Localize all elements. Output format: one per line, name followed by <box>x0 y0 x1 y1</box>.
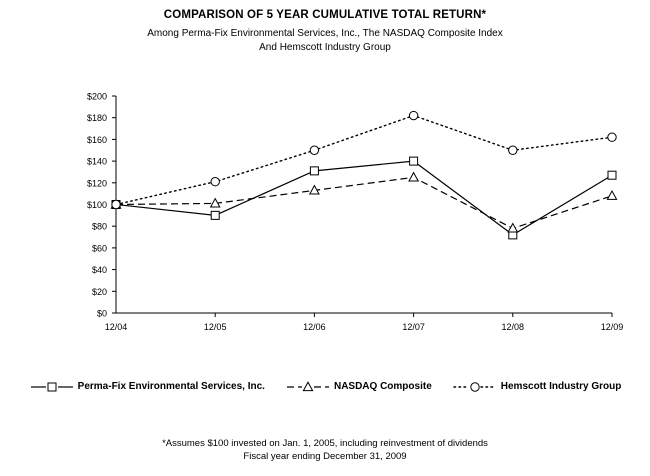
y-axis-tick-label: $0 <box>97 309 107 319</box>
chart-subtitle-line-2: And Hemscott Industry Group <box>259 42 391 53</box>
triangle-marker <box>606 189 618 200</box>
series-line <box>115 160 613 236</box>
y-axis-tick-label: $80 <box>92 222 107 232</box>
x-axis-tick-label: 12/08 <box>502 322 525 332</box>
square-legend-icon <box>29 380 75 394</box>
legend-item[interactable]: NASDAQ Composite <box>285 380 432 394</box>
triangle-legend-icon <box>285 380 331 394</box>
square-marker <box>409 156 419 166</box>
triangle-marker <box>308 184 320 195</box>
circle-marker <box>111 199 121 210</box>
chart-subtitle-line-1: Among Perma-Fix Environmental Services, … <box>147 28 503 39</box>
x-axis-tick-label: 12/06 <box>303 322 326 332</box>
y-axis-tick-label: $100 <box>87 200 107 210</box>
series-line <box>115 176 613 230</box>
line-chart-svg: $0 $20 $40 $60 $80 $100 $120 $140 $160 $180 $200 1… <box>87 92 624 333</box>
legend-item-label: Hemscott Industry Group <box>500 381 622 392</box>
triangle-marker <box>408 171 420 182</box>
square-marker <box>309 166 319 176</box>
x-axis-tick-label: 12/09 <box>601 322 624 332</box>
circle-marker <box>607 132 617 142</box>
footnote-line-2: Fiscal year ending December 31, 2009 <box>243 451 407 462</box>
y-axis-tick-label: $180 <box>87 113 107 123</box>
x-axis-tick-label: 12/05 <box>204 322 227 332</box>
legend-item-label: NASDAQ Composite <box>333 381 432 392</box>
y-axis-tick-label: $40 <box>92 265 107 275</box>
circle-marker <box>508 145 518 155</box>
legend-item[interactable]: Hemscott Industry Group <box>452 380 622 394</box>
y-axis-tick-label: $200 <box>87 92 107 102</box>
y-axis: $0 $20 $40 $60 $80 $100 $120 $140 $160 $180 $200 <box>87 92 117 319</box>
legend-item[interactable]: Perma-Fix Environmental Services, Inc. <box>29 380 265 394</box>
square-marker <box>210 210 220 220</box>
chart-title: COMPARISON OF 5 YEAR CUMULATIVE TOTAL RE… <box>163 9 487 21</box>
chart-footnote: *Assumes $100 invested on Jan. 1, 2005, … <box>0 437 650 463</box>
y-axis-tick-label: $60 <box>92 243 107 253</box>
circle-marker <box>309 145 320 155</box>
circle-legend-icon <box>452 380 498 394</box>
x-axis-tick-label: 12/04 <box>105 322 128 332</box>
square-marker <box>607 170 617 180</box>
chart-plot-area: $0 $20 $40 $60 $80 $100 $120 $140 $160 $180 $200 1… <box>87 92 624 333</box>
circle-marker <box>408 110 419 121</box>
series-circle <box>111 110 617 210</box>
y-axis-tick-label: $140 <box>87 157 107 167</box>
x-axis-tick-label: 12/07 <box>402 322 425 332</box>
chart-legend: Perma-Fix Environmental Services, Inc. NA… <box>0 374 650 400</box>
y-axis-tick-label: $20 <box>92 287 107 297</box>
y-axis-tick-label: $120 <box>87 178 107 188</box>
circle-marker <box>210 177 220 187</box>
legend-item-label: Perma-Fix Environmental Services, Inc. <box>77 381 265 392</box>
series-square <box>111 156 617 240</box>
data-series-group <box>110 110 618 240</box>
footnote-line-1: *Assumes $100 invested on Jan. 1, 2005, … <box>162 438 488 449</box>
triangle-marker <box>209 197 221 208</box>
triangle-marker <box>507 222 519 233</box>
x-axis: 12/04 12/05 12/06 12/07 12/08 12/09 <box>105 312 624 332</box>
title-block: COMPARISON OF 5 YEAR CUMULATIVE TOTAL RE… <box>0 8 650 55</box>
series-line <box>115 114 613 206</box>
y-axis-tick-label: $160 <box>87 135 107 145</box>
series-triangle <box>110 171 618 233</box>
